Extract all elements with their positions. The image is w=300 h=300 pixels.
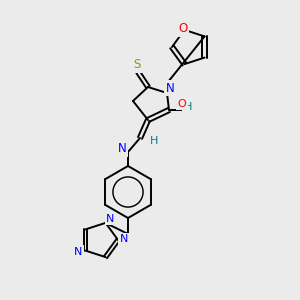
- Text: N: N: [106, 214, 115, 224]
- Text: N: N: [166, 82, 174, 94]
- Text: H: H: [150, 136, 158, 146]
- Text: S: S: [133, 58, 141, 71]
- Text: O: O: [179, 22, 188, 35]
- Text: N: N: [74, 247, 83, 256]
- Text: N: N: [118, 142, 126, 155]
- Text: H: H: [184, 102, 192, 112]
- Text: O: O: [178, 99, 186, 109]
- Text: N: N: [120, 234, 128, 244]
